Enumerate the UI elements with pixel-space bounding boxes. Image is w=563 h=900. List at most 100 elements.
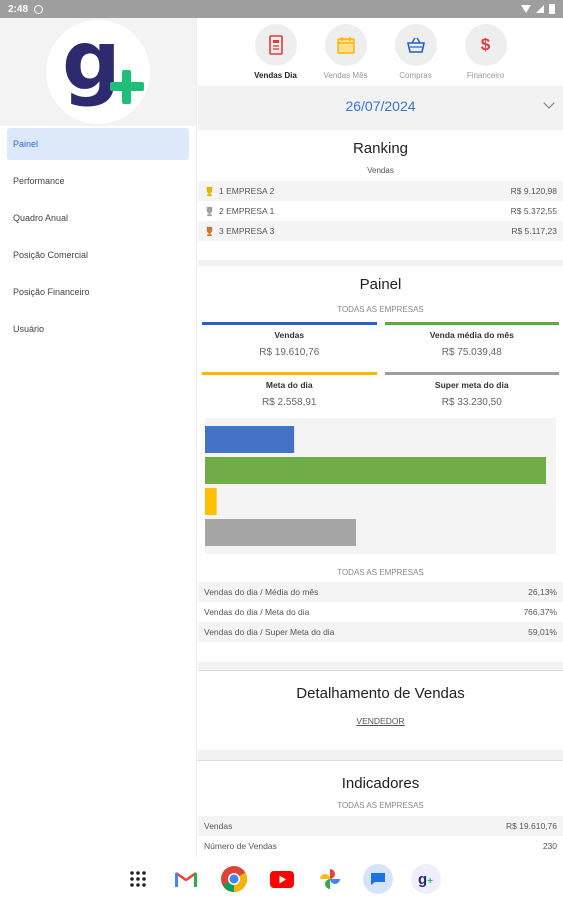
ranking-list: 1 EMPRESA 2 R$ 9.120,98 2 EMPRESA 1 R$ 5… [198, 181, 563, 241]
tab-vendas-dia[interactable]: Vendas Dia [249, 24, 303, 86]
ranking-card: Ranking Vendas 1 EMPRESA 2 R$ 9.120,98 2… [198, 130, 563, 260]
metric-color-bar [384, 372, 559, 375]
indicador-label: Vendas [204, 821, 233, 831]
main-content: Vendas Dia Vendas Mês Compras $ Financei… [198, 18, 563, 858]
app-logo: g [46, 14, 150, 124]
logo-area: g [0, 14, 196, 126]
ranking-name: EMPRESA 3 [226, 226, 275, 236]
bar-super-meta-dia [205, 519, 357, 546]
metric-color-bar [384, 322, 559, 325]
wifi-icon [521, 5, 531, 13]
sidebar-item-usuario[interactable]: Usuário [13, 324, 45, 334]
indicadores-title: Indicadores [341, 775, 420, 792]
ratio-value: 59,01% [528, 627, 557, 637]
bar-meta-dia [205, 488, 217, 515]
date-selector[interactable]: 26/07/2024 [198, 86, 563, 126]
metric-super-meta-dia: Super meta do dia R$ 33.230,50 [384, 372, 559, 408]
indicador-value: 230 [542, 841, 557, 851]
taskbar: g+ [0, 858, 563, 900]
ranking-title: Ranking [352, 140, 409, 157]
indicadores-scope: TODAS AS EMPRESAS [337, 801, 424, 810]
indicadores-list: Vendas R$ 19.610,76 Número de Vendas 230 [198, 816, 563, 856]
status-bar: 2:48 [0, 0, 563, 18]
tab-vendas-mes[interactable]: Vendas Mês [319, 24, 373, 86]
metric-value: R$ 19.610,76 [259, 347, 320, 358]
bar-vendas [205, 426, 295, 453]
ranking-row: 3 EMPRESA 3 R$ 5.117,23 [198, 221, 563, 241]
ratio-row: Vendas do dia / Meta do dia 766,37% [198, 602, 563, 622]
sidebar-item-posicao-financeiro[interactable]: Posição Financeiro [13, 287, 90, 297]
detalhamento-card: Detalhamento de Vendas VENDEDOR [198, 670, 563, 750]
ratio-value: 26,13% [528, 587, 557, 597]
vendedor-link[interactable]: VENDEDOR [356, 716, 405, 726]
chevron-down-icon[interactable] [543, 97, 555, 109]
ratio-label: Vendas do dia / Média do mês [204, 587, 319, 597]
gmail-icon[interactable] [171, 864, 201, 894]
bar-chart-svg [205, 426, 546, 546]
calendar-icon [324, 24, 367, 66]
tab-compras[interactable]: Compras [389, 24, 443, 86]
ratio-list: Vendas do dia / Média do mês 26,13% Vend… [198, 582, 563, 642]
metric-venda-media-mes: Venda média do mês R$ 75.039,48 [384, 322, 559, 358]
ranking-subtitle: Vendas [367, 166, 394, 175]
indicador-value: R$ 19.610,76 [505, 821, 557, 831]
sidebar-item-painel[interactable]: Painel [7, 128, 189, 160]
indicador-row: Número de Vendas 230 [198, 836, 563, 856]
youtube-icon[interactable] [267, 864, 297, 894]
painel-title: Painel [359, 276, 402, 293]
painel-bar-chart [205, 418, 556, 554]
sidebar: g Painel Performance Quadro Anual Posiçã… [0, 14, 197, 858]
notification-icon [34, 4, 44, 14]
sidebar-menu: Painel Performance Quadro Anual Posição … [0, 126, 196, 345]
photos-icon[interactable] [315, 864, 345, 894]
trophy-silver-icon [206, 206, 213, 216]
metric-value: R$ 2.558,91 [262, 397, 317, 408]
metric-label: Venda média do mês [429, 330, 514, 340]
sidebar-item-performance[interactable]: Performance [13, 176, 65, 186]
metric-value: R$ 75.039,48 [441, 347, 502, 358]
bar-venda-media-mes [205, 457, 546, 484]
chrome-icon[interactable] [219, 864, 249, 894]
ranking-value: R$ 5.117,23 [511, 226, 557, 236]
tab-label: Vendas Dia [254, 71, 297, 80]
ratio-row: Vendas do dia / Média do mês 26,13% [198, 582, 563, 602]
ratio-value: 766,37% [523, 607, 557, 617]
sidebar-item-quadro-anual[interactable]: Quadro Anual [13, 213, 69, 223]
metric-label: Meta do dia [265, 380, 313, 390]
metric-color-bar [202, 322, 377, 325]
gplus-app-icon[interactable]: g+ [410, 864, 441, 894]
painel-card: Painel TODAS AS EMPRESAS Vendas R$ 19.61… [198, 266, 563, 662]
tab-financeiro[interactable]: $ Financeiro [459, 24, 513, 86]
basket-icon [394, 24, 437, 66]
receipt-icon [254, 24, 297, 66]
painel-scope: TODAS AS EMPRESAS [337, 305, 424, 314]
ratio-row: Vendas do dia / Super Meta do dia 59,01% [198, 622, 563, 642]
tab-label: Vendas Mês [323, 71, 368, 80]
ratio-scope: TODAS AS EMPRESAS [337, 568, 424, 577]
detalhamento-title: Detalhamento de Vendas [296, 685, 465, 702]
apps-grid-icon[interactable] [123, 864, 153, 894]
ranking-position: 3 [219, 226, 224, 236]
ratio-label: Vendas do dia / Super Meta do dia [204, 627, 335, 637]
metric-color-bar [202, 372, 377, 375]
metric-vendas: Vendas R$ 19.610,76 [202, 322, 377, 358]
selected-date: 26/07/2024 [345, 98, 416, 114]
status-time: 2:48 [8, 3, 29, 15]
indicadores-card: Indicadores TODAS AS EMPRESAS Vendas R$ … [198, 760, 563, 858]
signal-icon [536, 5, 544, 13]
tab-label: Financeiro [466, 71, 505, 80]
tab-label: Compras [399, 71, 432, 80]
painel-metrics: Vendas R$ 19.610,76 Venda média do mês R… [198, 322, 563, 408]
metric-label: Super meta do dia [434, 380, 509, 390]
ranking-name: EMPRESA 1 [226, 206, 275, 216]
sidebar-item-posicao-comercial[interactable]: Posição Comercial [13, 250, 89, 260]
ranking-value: R$ 5.372,55 [510, 206, 557, 216]
metric-value: R$ 33.230,50 [441, 397, 502, 408]
ranking-position: 1 [219, 186, 224, 196]
metric-label: Vendas [274, 330, 305, 340]
dollar-icon: $ [464, 24, 507, 66]
ranking-position: 2 [219, 206, 224, 216]
ranking-row: 2 EMPRESA 1 R$ 5.372,55 [198, 201, 563, 221]
messages-icon[interactable] [362, 864, 393, 894]
battery-icon [549, 4, 555, 14]
